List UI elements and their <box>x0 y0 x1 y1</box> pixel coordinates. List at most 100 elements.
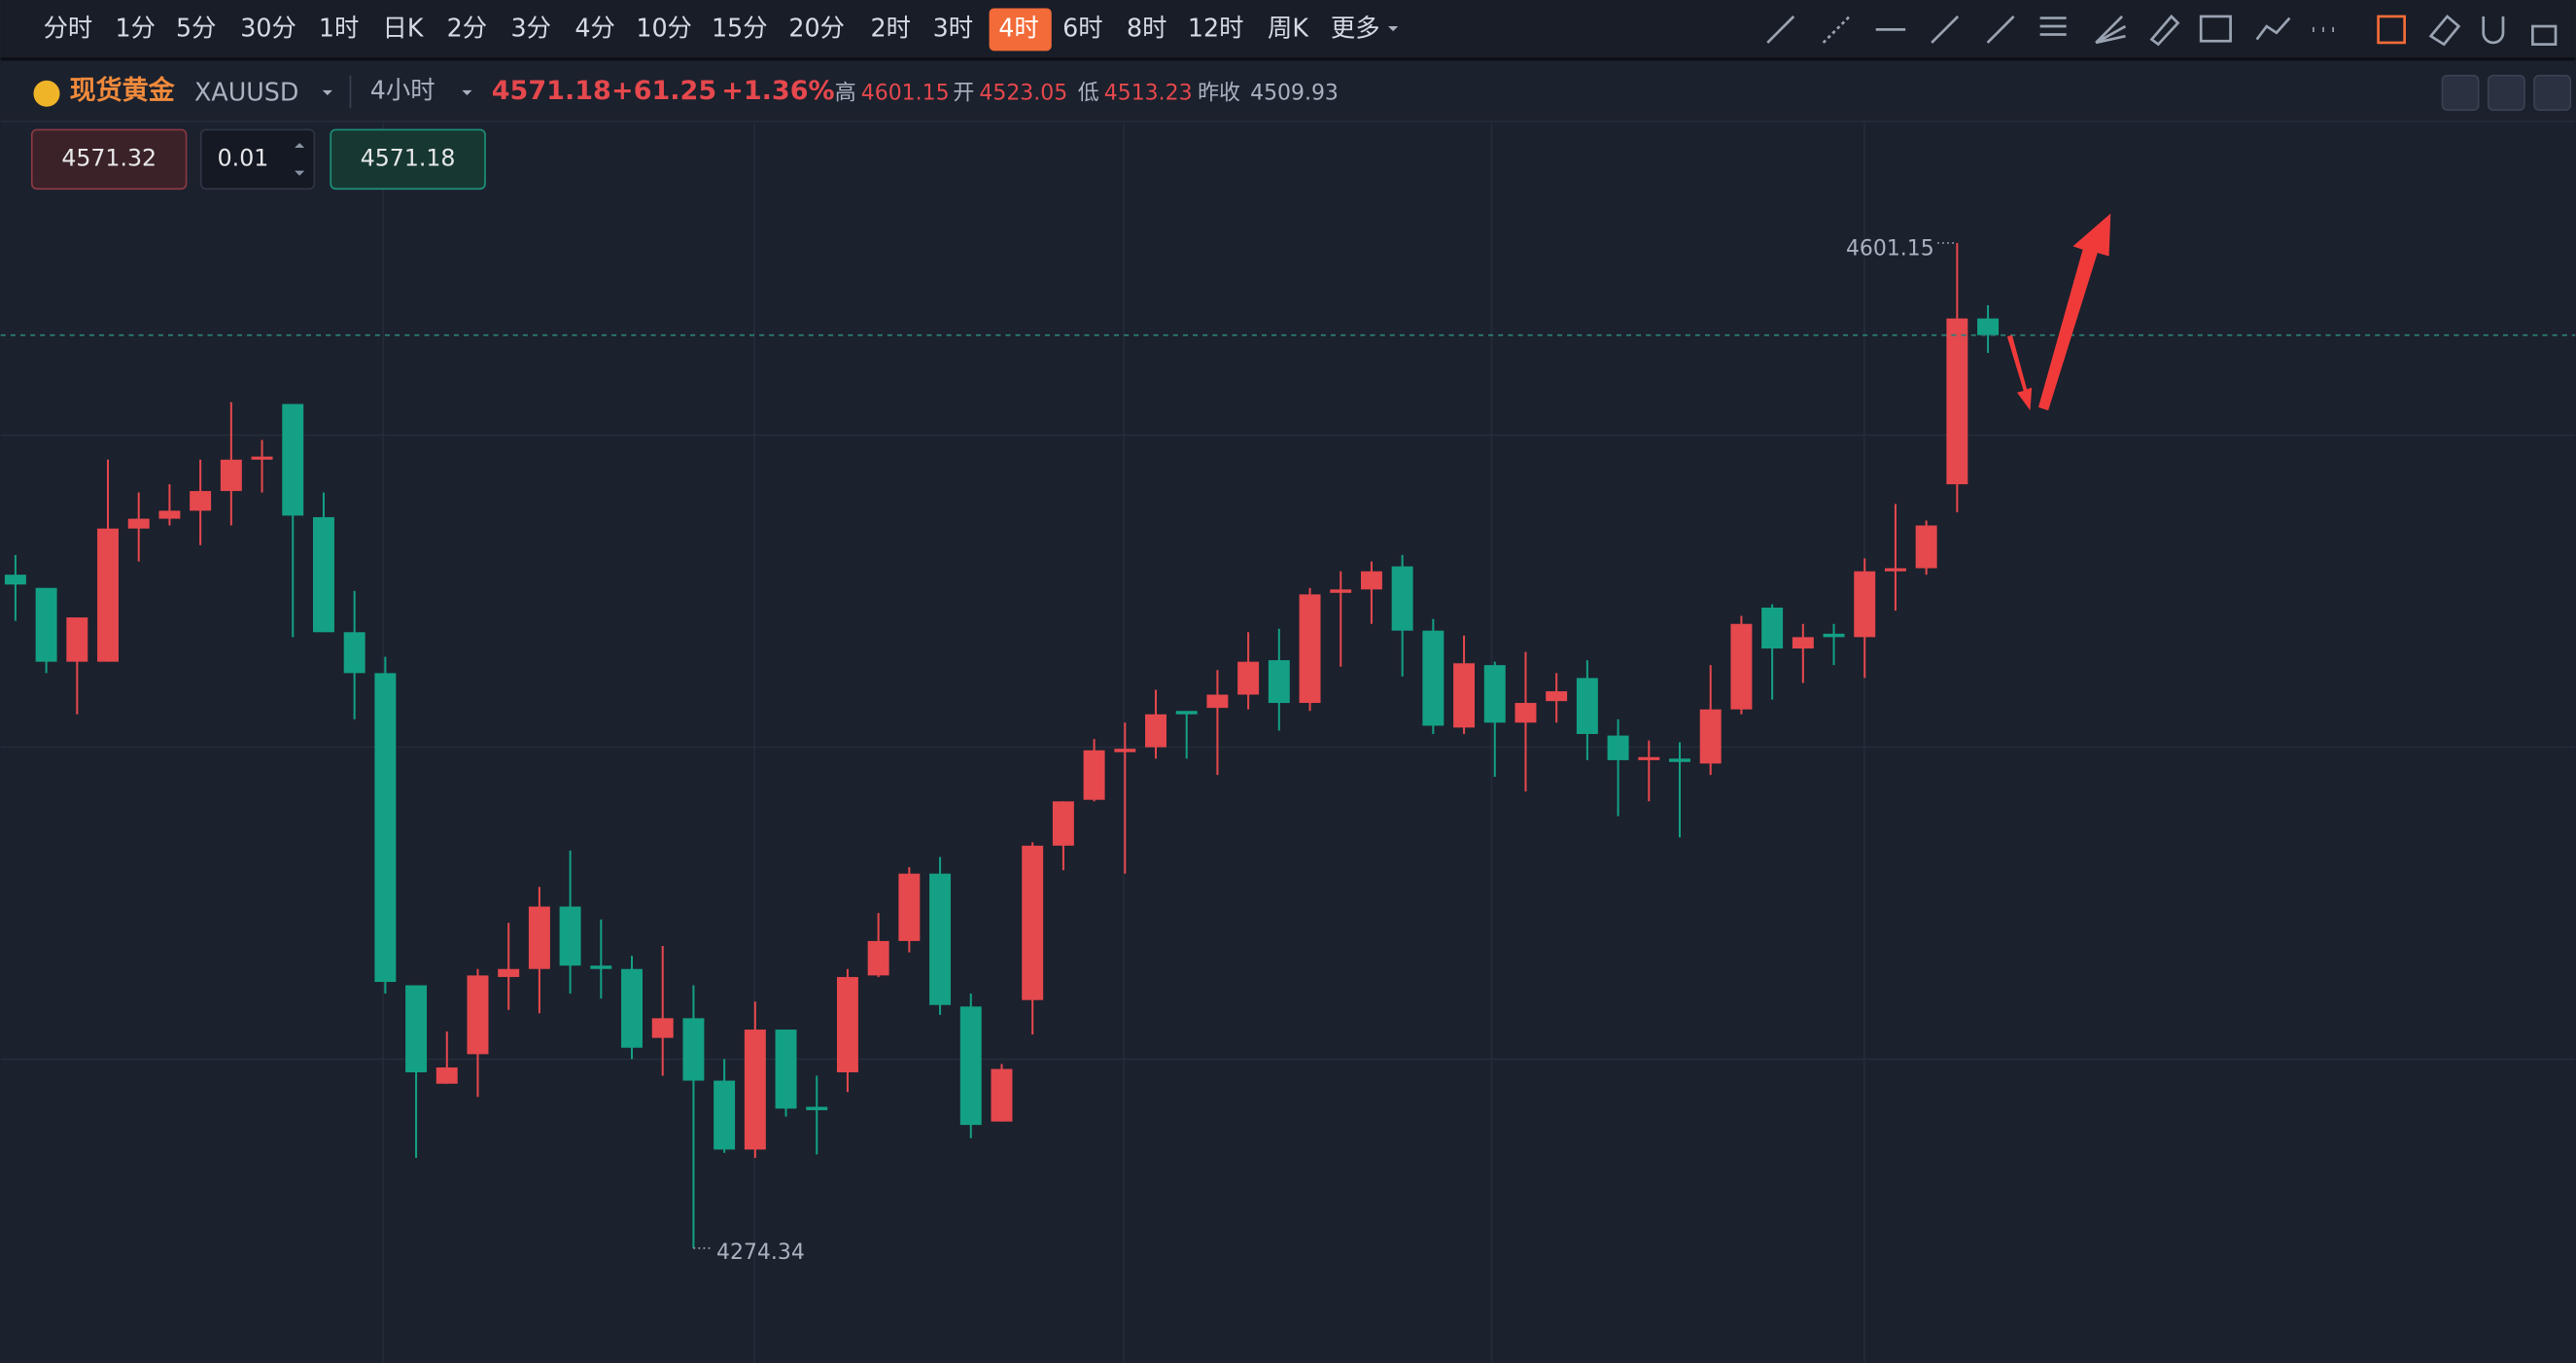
lots-input[interactable] <box>199 128 316 191</box>
interval[interactable]: 2分 <box>447 13 487 42</box>
candle-body <box>528 906 550 969</box>
sell-price[interactable]: 4571.32 <box>61 144 157 171</box>
interval[interactable]: 更多 <box>1331 13 1380 42</box>
prev-close-value: 4509.93 <box>1250 81 1339 105</box>
period[interactable]: 4小时 <box>370 76 435 105</box>
plot: 4601.15 4274.34 <box>0 237 2576 1265</box>
interval[interactable]: 4分 <box>574 13 614 42</box>
tool-trend[interactable] <box>1931 15 1960 44</box>
change: +61.25 <box>611 76 716 106</box>
candle-body <box>1761 607 1784 649</box>
candle-body <box>1453 663 1476 728</box>
interval[interactable]: 6时 <box>1062 13 1102 42</box>
candle-body <box>374 673 397 983</box>
candle-body <box>714 1080 736 1150</box>
interval[interactable]: 5分 <box>176 13 216 42</box>
candle-body <box>1699 709 1722 764</box>
symbol-name[interactable]: 现货黄金 <box>70 75 176 106</box>
candle-body <box>1792 637 1814 649</box>
candle-body <box>559 906 581 966</box>
drawing-tools <box>1766 14 2558 47</box>
candle-body <box>1638 756 1660 760</box>
tool-fib[interactable] <box>2039 17 2067 36</box>
lots-value[interactable]: 0.01 <box>218 144 269 171</box>
candle-body <box>1299 594 1321 704</box>
candle-body <box>1915 525 1937 569</box>
candle-body <box>590 965 612 969</box>
candle-body <box>220 459 242 492</box>
high-label: 高 <box>835 81 856 105</box>
candle-body <box>35 587 57 662</box>
symbol-code[interactable]: XAUUSD <box>194 77 298 106</box>
candle-body <box>467 975 489 1055</box>
setting-indicator[interactable] <box>2441 74 2480 112</box>
last-price: 4571.18 <box>492 76 611 106</box>
low-label: 低 <box>1078 81 1099 105</box>
candle-body <box>405 985 428 1073</box>
interval[interactable]: 周K <box>1268 13 1309 42</box>
interval[interactable]: 2时 <box>870 13 910 42</box>
candle-body <box>1977 318 2000 335</box>
interval[interactable]: 1时 <box>319 13 359 42</box>
candle-body <box>4 575 26 585</box>
candle-body <box>190 491 212 511</box>
change-pct: +1.36% <box>721 76 834 106</box>
candle-body <box>775 1030 797 1109</box>
candle-body <box>1145 714 1166 748</box>
interval[interactable]: 日K <box>383 13 425 42</box>
arrow-down <box>2006 334 2033 411</box>
tool-eraser[interactable] <box>2428 14 2461 47</box>
candle-body <box>744 1030 766 1150</box>
symbol-icon <box>33 80 60 107</box>
interval[interactable]: 30分 <box>240 13 296 42</box>
tool-lock[interactable] <box>2531 24 2558 46</box>
interval[interactable]: 12时 <box>1188 13 1244 42</box>
tool-fan[interactable] <box>2095 15 2127 45</box>
interval[interactable]: 3分 <box>511 13 551 42</box>
candle-body <box>1360 571 1382 590</box>
candle-body <box>66 617 88 662</box>
candle-body <box>1391 566 1413 631</box>
interval-bar: 分时 1分 5分 30分 1时 日K 2分 3分 4分 10分 15分 20分 2时 3时 4时 6时 8时 12… <box>44 13 1399 42</box>
tool-ray[interactable] <box>1766 15 1795 44</box>
interval[interactable]: 15分 <box>712 13 768 42</box>
active-interval-bg <box>989 8 1052 52</box>
interval[interactable]: 8时 <box>1127 13 1166 42</box>
candle-body <box>1823 633 1845 638</box>
candle-body <box>1607 735 1629 760</box>
annotation-arrows <box>2006 213 2111 411</box>
candle-body <box>651 1018 674 1038</box>
candle-body <box>1669 758 1690 762</box>
candle-body <box>1237 661 1260 695</box>
setting-draw[interactable] <box>2487 74 2525 112</box>
chart-settings <box>2441 74 2572 112</box>
candle-body <box>1884 568 1906 572</box>
sell-button[interactable] <box>30 128 188 191</box>
interval[interactable]: 10分 <box>636 13 692 42</box>
tool-pattern[interactable] <box>2255 17 2291 41</box>
buy-price[interactable]: 4571.18 <box>361 144 456 171</box>
candle-body <box>435 1066 458 1084</box>
interval[interactable]: 1分 <box>115 13 155 42</box>
min-label: 4274.34 <box>716 1241 805 1265</box>
candle-body <box>1576 678 1598 735</box>
setting-style[interactable] <box>2533 74 2572 112</box>
tool-edit[interactable] <box>2377 15 2406 45</box>
candle-body <box>991 1068 1013 1122</box>
tool-pen[interactable] <box>2149 14 2180 47</box>
tool-segment[interactable] <box>1986 15 2015 44</box>
caret <box>1388 26 1399 32</box>
candle-body <box>251 456 273 460</box>
interval[interactable]: 3时 <box>933 13 973 42</box>
candle-body <box>1483 665 1506 723</box>
tool-image[interactable] <box>2199 15 2232 43</box>
interval[interactable]: 4时 <box>998 13 1038 42</box>
buy-button[interactable] <box>330 128 486 191</box>
interval[interactable]: 20分 <box>788 13 845 42</box>
candle-body <box>1022 845 1044 1000</box>
open-label: 开 <box>953 81 974 105</box>
tool-magnet[interactable] <box>2482 16 2505 45</box>
interval[interactable]: 分时 <box>44 13 93 42</box>
candle-body <box>97 528 119 662</box>
candle-body <box>867 940 889 976</box>
